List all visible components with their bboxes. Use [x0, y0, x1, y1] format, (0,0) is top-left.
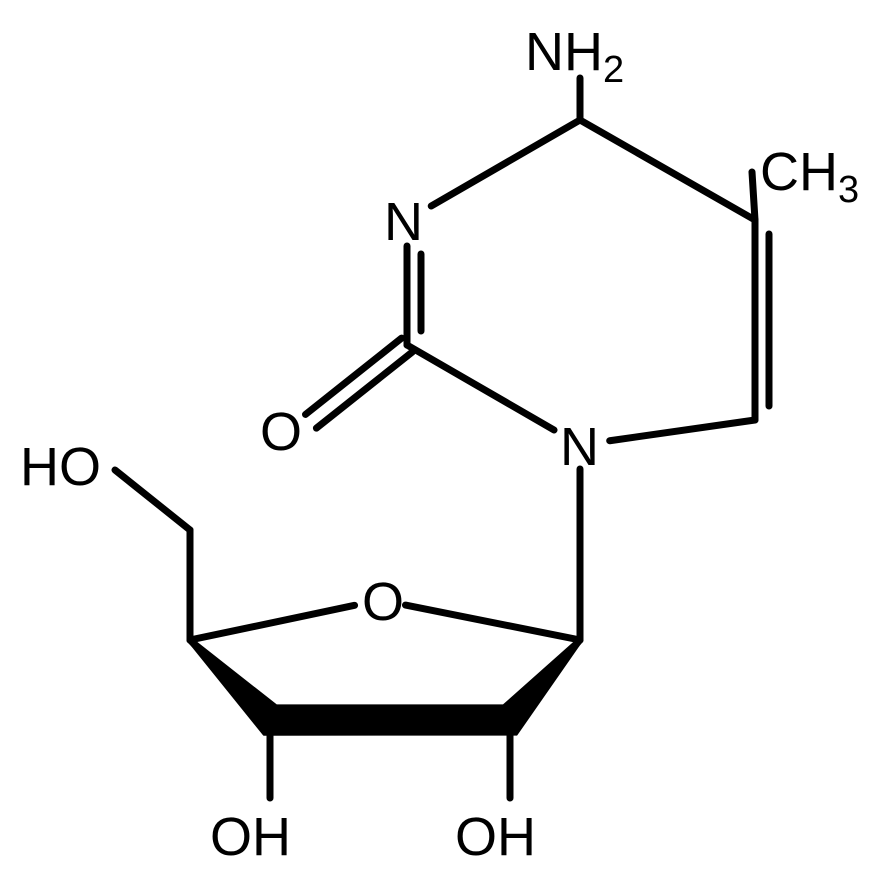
label-oh-3prime: OH [210, 807, 291, 867]
label-oh-2prime: OH [455, 807, 536, 867]
label-nh2: NH2 [525, 22, 624, 91]
label-ch3: CH3 [760, 142, 859, 211]
label-ho-5prime: HO [20, 437, 101, 497]
label-n3: N [384, 192, 423, 252]
molecule-diagram: NH2 CH3 N N O O HO OH OH [0, 0, 890, 890]
label-o-ring: O [362, 572, 404, 632]
label-o-carbonyl: O [260, 402, 302, 462]
label-n1: N [560, 417, 599, 477]
